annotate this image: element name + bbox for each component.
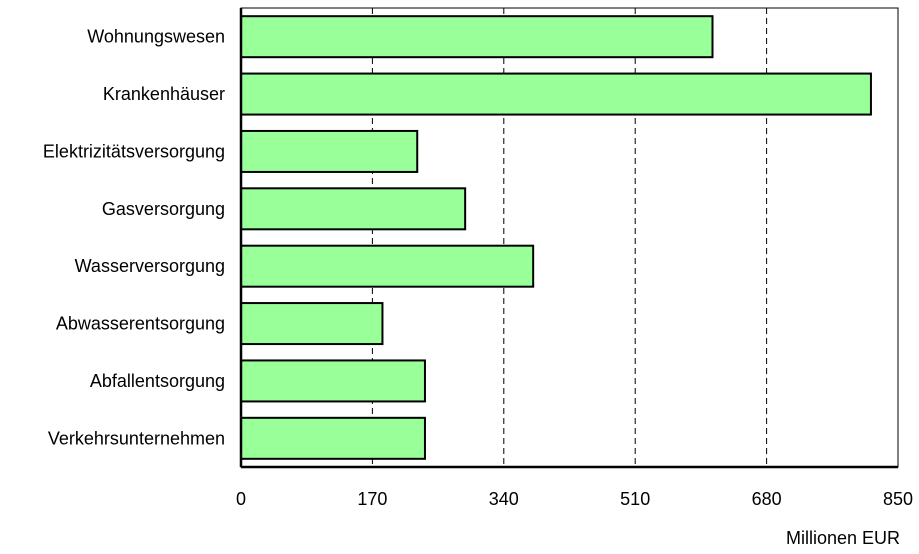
x-axis-unit-label: Millionen EUR	[786, 528, 900, 548]
x-tick-label-3: 510	[620, 489, 650, 509]
category-label-3: Gasversorgung	[102, 199, 225, 219]
bar-3	[240, 187, 467, 231]
category-label-1: Krankenhäuser	[103, 84, 225, 104]
category-label-6: Abfallentsorgung	[90, 371, 225, 391]
x-tick-label-4: 680	[752, 489, 782, 509]
bar-4	[240, 244, 535, 288]
x-tick-label-5: 850	[883, 489, 913, 509]
x-tick-label-1: 170	[357, 489, 387, 509]
labels: Wohnungswesen Krankenhäuser Elektrizitätsv…	[43, 27, 913, 509]
x-tick-label-0: 0	[236, 489, 246, 509]
bar-2	[240, 129, 419, 173]
category-label-4: Wasserversorgung	[75, 256, 225, 276]
category-label-5: Abwasserentsorgung	[56, 314, 225, 334]
category-label-7: Verkehrsunternehmen	[48, 428, 225, 448]
bars	[240, 15, 872, 460]
bar-6	[240, 359, 426, 403]
bar-5	[240, 302, 384, 346]
bar-1	[240, 72, 872, 116]
x-tick-label-2: 340	[489, 489, 519, 509]
axes	[239, 7, 899, 469]
bar-7	[240, 416, 426, 460]
category-label-2: Elektrizitätsversorgung	[43, 141, 225, 161]
category-label-0: Wohnungswesen	[87, 27, 225, 47]
bar-0	[240, 15, 714, 59]
